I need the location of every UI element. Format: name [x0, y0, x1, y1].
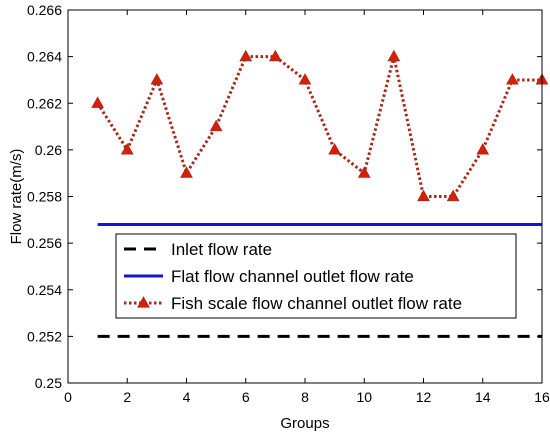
x-tick-label: 6	[242, 389, 250, 405]
data-point	[120, 143, 134, 155]
x-tick-label: 8	[301, 389, 309, 405]
y-tick-label: 0.254	[27, 282, 62, 298]
y-tick-label: 0.266	[27, 2, 62, 18]
x-tick-label: 12	[416, 389, 432, 405]
series-line-3	[96, 55, 542, 198]
x-tick-label: 16	[534, 389, 550, 405]
axes-frame	[67, 9, 543, 384]
y-tick-label: 0.256	[27, 235, 62, 251]
data-point	[387, 49, 401, 62]
legend-label-1: Inlet flow rate	[171, 240, 272, 259]
x-tick-label: 2	[123, 389, 131, 405]
x-tick-label: 4	[183, 389, 191, 405]
data-point	[476, 143, 490, 155]
y-tick-label: 0.258	[27, 189, 62, 205]
plot-area	[91, 49, 549, 338]
data-point	[268, 49, 282, 62]
x-tick-label: 0	[64, 389, 72, 405]
data-point	[328, 143, 342, 155]
data-point	[150, 73, 164, 85]
legend-label-3: Fish scale flow channel outlet flow rate	[171, 294, 462, 313]
data-point	[417, 189, 430, 202]
y-tick-label: 0.26	[35, 142, 62, 158]
x-tick-label: 14	[475, 389, 491, 405]
data-point	[505, 73, 519, 85]
y-tick-label: 0.262	[27, 95, 62, 111]
legend: Inlet flow rate Flat flow channel outlet …	[115, 233, 517, 319]
x-tick-label: 10	[356, 389, 372, 405]
data-point	[209, 119, 223, 132]
data-point	[239, 49, 253, 62]
y-axis-label: Flow rate(m/s)	[8, 149, 25, 245]
legend-marker	[137, 296, 150, 308]
data-point	[91, 96, 105, 108]
y-tick-label: 0.264	[27, 49, 62, 65]
legend-box	[115, 233, 517, 319]
x-axis-label: Groups	[280, 415, 329, 432]
data-point	[298, 73, 312, 85]
y-tick-label: 0.25	[35, 375, 62, 391]
data-point	[180, 166, 193, 178]
data-point	[357, 166, 371, 178]
y-tick-label: 0.252	[27, 328, 62, 344]
legend-label-2: Flat flow channel outlet flow rate	[171, 267, 414, 286]
axes: 0 2 4 6 8 10 12 14 16 0.25 0.252 0.254 0.256 0.258 0.2…	[8, 2, 550, 432]
data-point	[446, 189, 460, 202]
